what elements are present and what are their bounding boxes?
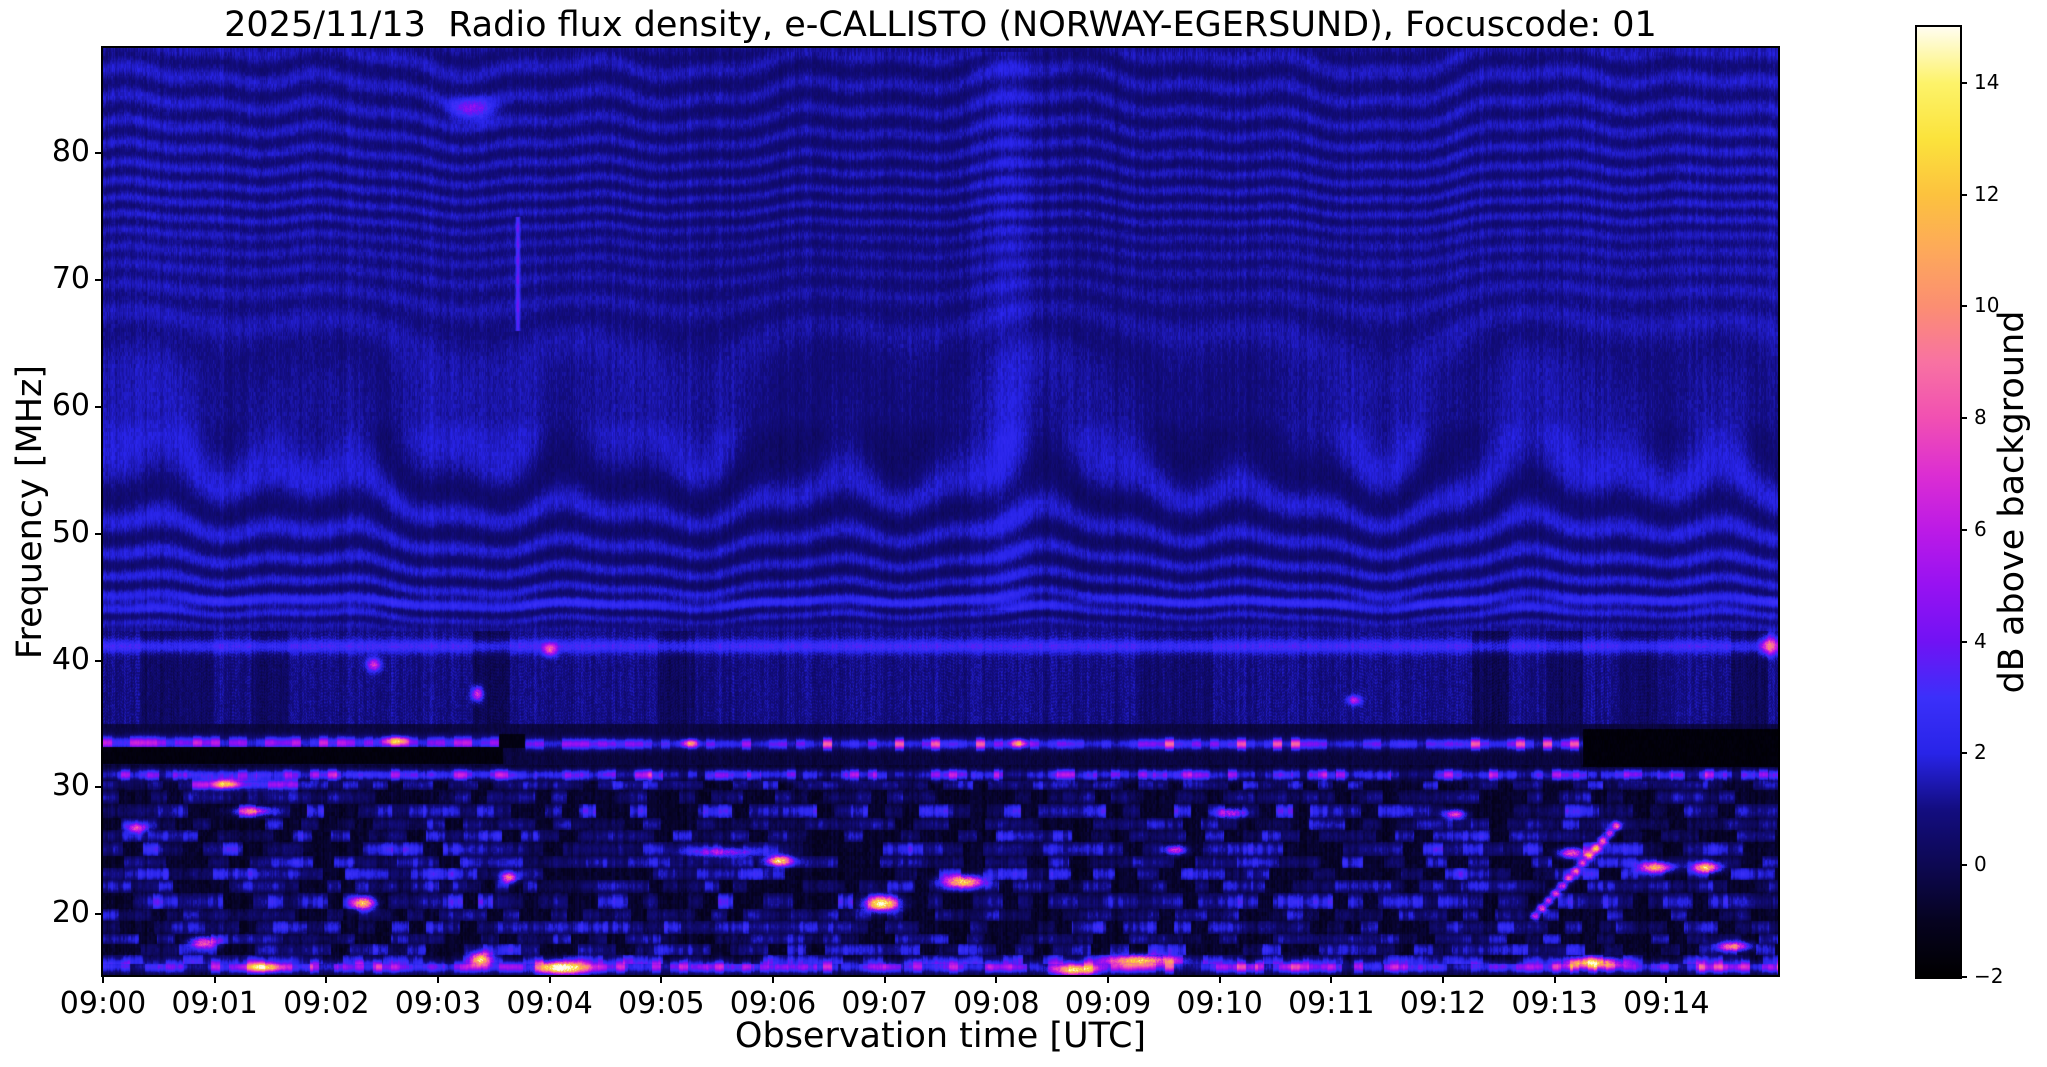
x-tick-label: 09:01 bbox=[171, 986, 258, 1021]
y-tick-mark bbox=[95, 152, 103, 155]
x-tick-mark bbox=[1218, 975, 1221, 983]
y-tick-label: 40 bbox=[51, 641, 90, 677]
y-tick-label: 60 bbox=[51, 387, 90, 423]
y-tick-label: 80 bbox=[51, 134, 90, 170]
x-tick-label: 09:05 bbox=[618, 986, 705, 1021]
colorbar-tick-label: 8 bbox=[1974, 405, 1987, 430]
colorbar bbox=[1917, 27, 1960, 977]
colorbar-tick-mark bbox=[1960, 528, 1967, 531]
x-tick-mark bbox=[213, 975, 216, 983]
y-tick-mark bbox=[95, 659, 103, 662]
x-axis-label: Observation time [UTC] bbox=[734, 1016, 1147, 1056]
colorbar-tick-mark bbox=[1960, 417, 1967, 420]
x-tick-label: 09:12 bbox=[1399, 986, 1487, 1021]
colorbar-tick-mark bbox=[1960, 752, 1967, 755]
colorbar-tick-label: 14 bbox=[1974, 69, 2000, 94]
colorbar-tick-label: 0 bbox=[1974, 852, 1987, 877]
x-tick-mark bbox=[1442, 975, 1444, 983]
x-tick-mark bbox=[548, 975, 551, 983]
y-tick-mark bbox=[95, 532, 103, 535]
x-tick-label: 09:09 bbox=[1064, 986, 1152, 1021]
x-tick-mark bbox=[102, 975, 104, 983]
x-tick-label: 09:08 bbox=[953, 986, 1040, 1021]
x-tick-mark bbox=[437, 975, 439, 983]
figure-title: 2025/11/13 Radio flux density, e-CALLIST… bbox=[224, 5, 1657, 45]
colorbar-tick-label: −2 bbox=[1974, 964, 2004, 988]
x-tick-label: 09:10 bbox=[1176, 986, 1263, 1021]
y-tick-label: 30 bbox=[51, 768, 90, 804]
colorbar-frame bbox=[1915, 25, 1962, 979]
x-tick-label: 09:14 bbox=[1623, 986, 1710, 1021]
colorbar-tick-label: 10 bbox=[1974, 293, 2000, 318]
colorbar-tick-label: 6 bbox=[1974, 516, 1987, 541]
colorbar-tick-mark bbox=[1960, 193, 1967, 196]
y-tick-mark bbox=[95, 279, 103, 282]
x-tick-label: 09:07 bbox=[841, 986, 928, 1021]
x-tick-mark bbox=[772, 975, 774, 983]
x-tick-mark bbox=[1330, 975, 1333, 983]
colorbar-tick-label: 4 bbox=[1974, 628, 1987, 653]
y-tick-mark bbox=[95, 913, 103, 916]
x-tick-label: 09:06 bbox=[729, 986, 817, 1021]
y-tick-mark bbox=[95, 405, 103, 408]
x-tick-mark bbox=[1665, 975, 1668, 983]
x-tick-label: 09:00 bbox=[59, 986, 147, 1021]
y-tick-label: 20 bbox=[51, 895, 90, 931]
spectrogram-canvas bbox=[103, 48, 1778, 975]
colorbar-label: dB above background bbox=[1992, 310, 2032, 694]
colorbar-tick-label: 12 bbox=[1974, 181, 2000, 206]
colorbar-tick-mark bbox=[1960, 81, 1967, 84]
x-tick-label: 09:04 bbox=[506, 986, 593, 1021]
plot-frame bbox=[101, 46, 1780, 977]
colorbar-tick-mark bbox=[1960, 305, 1967, 308]
x-tick-mark bbox=[1553, 975, 1556, 983]
x-tick-mark bbox=[883, 975, 886, 983]
x-tick-label: 09:02 bbox=[283, 986, 370, 1021]
y-tick-label: 50 bbox=[51, 514, 90, 550]
x-tick-mark bbox=[325, 975, 328, 983]
colorbar-tick-mark bbox=[1960, 976, 1967, 978]
colorbar-tick-mark bbox=[1960, 864, 1967, 867]
y-tick-label: 70 bbox=[51, 261, 90, 297]
x-tick-label: 09:03 bbox=[394, 986, 482, 1021]
x-tick-mark bbox=[1107, 975, 1109, 983]
y-tick-mark bbox=[95, 786, 103, 789]
x-tick-mark bbox=[995, 975, 998, 983]
x-tick-mark bbox=[660, 975, 663, 983]
x-tick-label: 09:13 bbox=[1511, 986, 1598, 1021]
x-tick-label: 09:11 bbox=[1288, 986, 1375, 1021]
colorbar-tick-mark bbox=[1960, 640, 1967, 643]
colorbar-tick-label: 2 bbox=[1974, 740, 1987, 765]
